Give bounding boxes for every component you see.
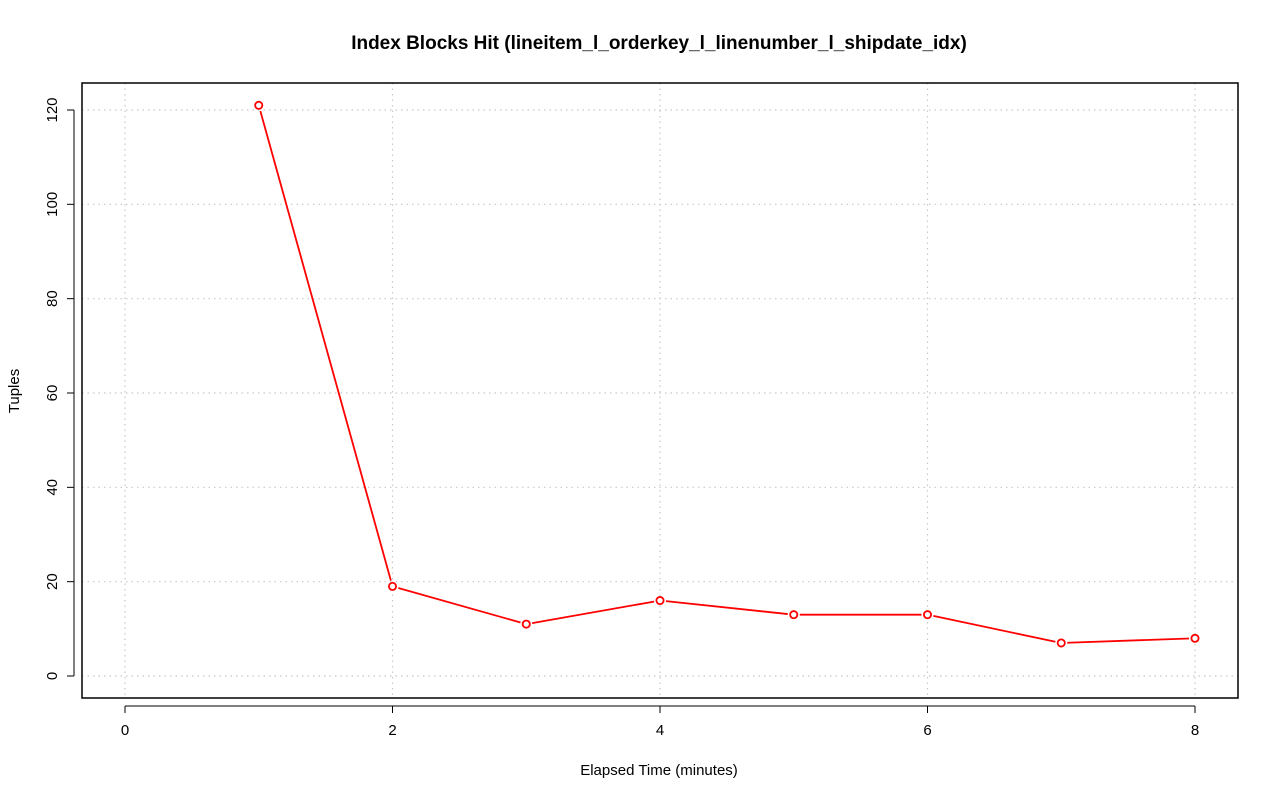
x-axis: 0 2 4 6 8 bbox=[121, 705, 1199, 739]
line-segment bbox=[933, 615, 1056, 643]
y-tick-label: 60 bbox=[44, 385, 61, 402]
y-tick-label: 80 bbox=[44, 290, 61, 307]
data-point bbox=[923, 610, 933, 620]
y-tick-label: 0 bbox=[44, 672, 61, 680]
x-tick-label: 6 bbox=[923, 722, 931, 739]
line-segment bbox=[665, 600, 788, 615]
series-line bbox=[254, 100, 1200, 648]
y-tick-label: 120 bbox=[44, 97, 61, 122]
data-point bbox=[789, 610, 799, 620]
chart-title: Index Blocks Hit (lineitem_l_orderkey_l_… bbox=[351, 33, 967, 54]
data-point bbox=[655, 596, 665, 606]
x-tick-label: 4 bbox=[656, 722, 664, 739]
grid bbox=[82, 83, 1238, 698]
data-point bbox=[387, 581, 397, 591]
x-tick-label: 0 bbox=[121, 722, 129, 739]
line-segment bbox=[259, 110, 392, 581]
y-axis-label: Tuples bbox=[6, 369, 23, 413]
plot-frame bbox=[81, 82, 1239, 699]
y-tick-label: 40 bbox=[44, 479, 61, 496]
line-segment bbox=[398, 587, 521, 624]
y-tick-label: 20 bbox=[44, 573, 61, 590]
series-group bbox=[254, 100, 1200, 648]
y-axis: 0 20 40 60 80 100 120 bbox=[44, 97, 75, 680]
data-point bbox=[254, 100, 264, 110]
data-point bbox=[1190, 633, 1200, 643]
y-tick-label: 100 bbox=[44, 192, 61, 217]
data-point bbox=[1056, 638, 1066, 648]
x-tick-label: 2 bbox=[388, 722, 396, 739]
line-segment bbox=[532, 600, 655, 624]
x-tick-label: 8 bbox=[1191, 722, 1199, 739]
line-segment bbox=[1067, 637, 1190, 644]
x-axis-label: Elapsed Time (minutes) bbox=[580, 762, 738, 779]
data-point bbox=[521, 619, 531, 629]
